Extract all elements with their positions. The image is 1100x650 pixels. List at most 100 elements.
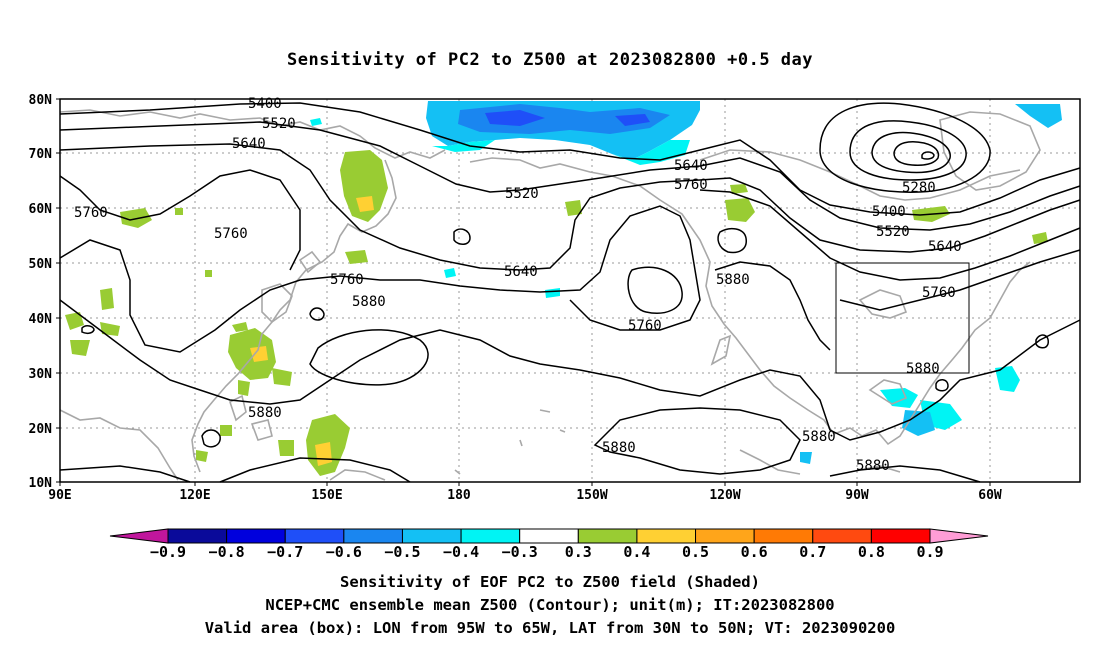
colorbar-swatch — [226, 528, 286, 544]
colorbar-tick-label: 0.6 — [741, 543, 768, 561]
lon-label-90w: 90W — [845, 488, 869, 503]
contour-label: 5760 — [74, 205, 108, 221]
contour-labels: 5400 5520 5640 5760 5760 5520 5640 5760 … — [74, 96, 962, 474]
contour-label: 5880 — [856, 458, 890, 474]
shade-atlantic-cyan — [880, 366, 1020, 430]
lon-label-90e: 90E — [48, 488, 71, 503]
contour-label: 5520 — [876, 224, 910, 240]
colorbar-tick-label: −0.9 — [150, 543, 186, 561]
colorbar-high-arrow — [929, 528, 989, 544]
lat-label-30n: 30N — [29, 367, 53, 382]
contour-label: 5880 — [716, 272, 750, 288]
contour-label: 5880 — [248, 405, 282, 421]
map-title: Sensitivity of PC2 to Z500 at 2023082800… — [286, 50, 813, 70]
colorbar: −0.9 −0.8 −0.7 −0.6 −0.5 −0.4 −0.3 0.3 0.4 0.5 0.6… — [109, 528, 989, 561]
contour-low-arctic-5 — [921, 151, 935, 160]
map-frame — [59, 98, 1081, 483]
contour-5880-main — [59, 299, 1081, 441]
colorbar-labels: −0.9 −0.8 −0.7 −0.6 −0.5 −0.4 −0.3 0.3 0.4 0.5 0.6… — [150, 543, 944, 561]
contour-5640 — [59, 143, 1081, 271]
colorbar-swatch — [695, 528, 755, 544]
contour-label: 5880 — [906, 361, 940, 377]
shade-east-pacific-cyan — [1015, 104, 1062, 128]
contour-5760-pacific-low — [627, 266, 683, 314]
contour-label: 5880 — [602, 440, 636, 456]
contour-low-arctic-4 — [893, 141, 940, 166]
colorbar-tick-label: 0.3 — [565, 543, 592, 561]
lon-label-150e: 150E — [311, 488, 342, 503]
contour-label: 5640 — [504, 264, 538, 280]
contour-low-atlantic — [935, 379, 949, 392]
contour-5520-nalow — [717, 227, 747, 254]
contour-label: 5880 — [802, 429, 836, 445]
coastlines — [59, 109, 1041, 481]
contour-5760-main — [59, 189, 1081, 353]
lon-label-120w: 120W — [709, 488, 740, 503]
colorbar-swatch — [167, 528, 228, 544]
shade-philippine-green — [196, 414, 350, 476]
colorbar-tick-label: 0.7 — [799, 543, 826, 561]
lat-label-40n: 40N — [29, 312, 53, 327]
z500-contours — [59, 102, 1081, 483]
colorbar-swatch — [812, 528, 872, 544]
contour-label: 5640 — [928, 239, 962, 255]
colorbar-swatch — [401, 528, 462, 544]
colorbar-tick-label: −0.8 — [209, 543, 245, 561]
colorbar-swatches — [167, 528, 931, 544]
contour-label: 5400 — [872, 204, 906, 220]
shade-arctic-darkblue — [485, 110, 650, 126]
contour-low-arctic-3 — [871, 131, 951, 174]
lat-label-60n: 60N — [29, 202, 53, 217]
contour-label: 5400 — [248, 96, 282, 112]
shade-central-asia-green — [65, 208, 152, 356]
colorbar-tick-label: −0.3 — [502, 543, 538, 561]
contour-low-atlantic-2 — [1035, 334, 1049, 349]
shade-kamchatka-green — [340, 150, 388, 222]
contour-small-japan — [309, 307, 325, 321]
negative-sensitivity-shading — [310, 101, 1062, 464]
colorbar-tick-label: −0.4 — [443, 543, 479, 561]
colorbar-swatch — [577, 528, 638, 544]
caption-contour: NCEP+CMC ensemble mean Z500 (Contour); u… — [265, 596, 835, 614]
shade-japan-orange — [250, 346, 268, 362]
shade-kamchatka-orange — [356, 196, 374, 212]
contour-5760-na — [839, 249, 1081, 311]
colorbar-swatch — [753, 528, 814, 544]
lon-label-150w: 150W — [576, 488, 607, 503]
contour-5520 — [59, 121, 1081, 231]
colorbar-tick-label: −0.5 — [384, 543, 420, 561]
colorbar-low-arrow — [109, 528, 169, 544]
contour-label: 5760 — [214, 226, 248, 242]
lat-label-50n: 50N — [29, 257, 53, 272]
colorbar-swatch — [636, 528, 697, 544]
colorbar-swatch — [460, 528, 521, 544]
contour-label: 5760 — [628, 318, 662, 334]
contour-label: 5760 — [922, 285, 956, 301]
valid-area-box — [835, 262, 970, 374]
lat-label-70n: 70N — [29, 147, 53, 162]
contour-5880-texas — [714, 261, 831, 351]
shade-gulf-cyan — [800, 410, 935, 464]
contour-low-arctic — [819, 102, 991, 193]
caption-valid-area: Valid area (box): LON from 95W to 65W, L… — [204, 619, 896, 637]
colorbar-swatch — [343, 528, 403, 544]
contour-low-asia — [453, 228, 471, 245]
contour-label: 5280 — [902, 180, 936, 196]
colorbar-tick-label: −0.6 — [326, 543, 362, 561]
lon-label-60w: 60W — [978, 488, 1002, 503]
colorbar-tick-label: 0.5 — [682, 543, 709, 561]
colorbar-swatch — [870, 528, 931, 544]
contour-5880-south — [59, 457, 981, 483]
colorbar-tick-label: −0.7 — [267, 543, 303, 561]
contour-5880-japan — [309, 329, 429, 386]
shade-philippine-orange — [315, 442, 332, 466]
colorbar-tick-label: 0.9 — [916, 543, 943, 561]
shade-canada-green — [725, 184, 755, 222]
colorbar-tick-label: 0.4 — [623, 543, 650, 561]
contour-label: 5520 — [262, 116, 296, 132]
lat-label-10n: 10N — [29, 476, 53, 491]
lat-axis — [56, 98, 60, 483]
contour-label: 5880 — [352, 294, 386, 310]
lon-labels: 90E 120E 150E 180 150W 120W 90W 60W — [48, 488, 1002, 503]
